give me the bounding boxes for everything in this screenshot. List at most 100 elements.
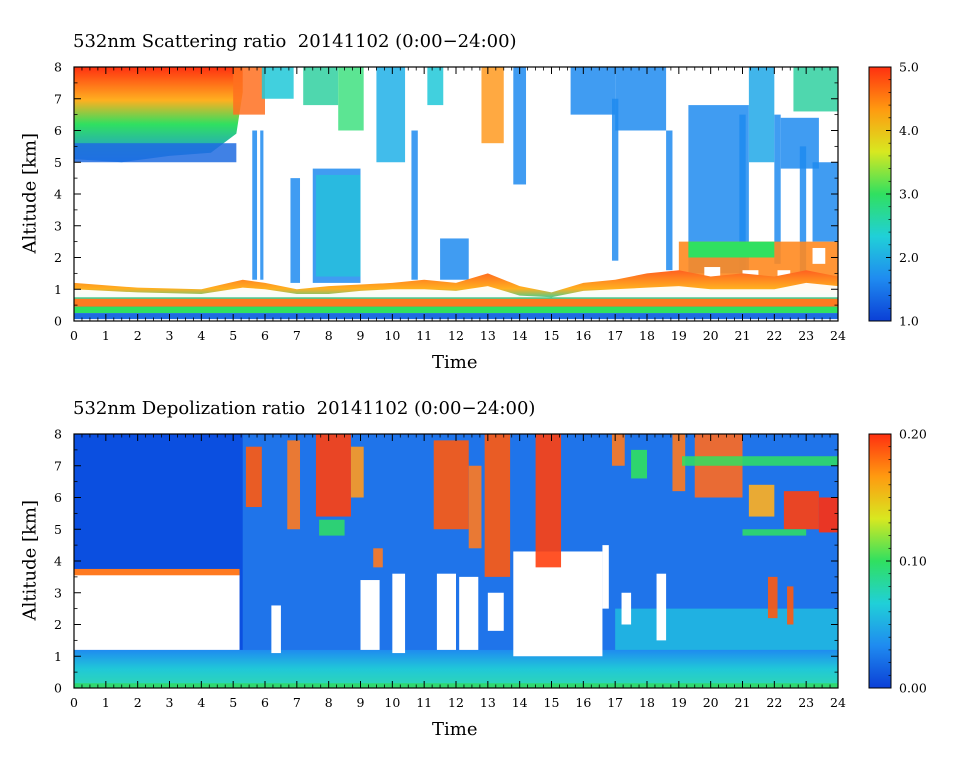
x-tick-label-depolarization: 12	[448, 695, 464, 710]
x-tick-label-scattering: 7	[293, 328, 301, 343]
cloud-column	[411, 130, 418, 280]
surface-layer-green	[74, 306, 838, 314]
y-tick-label-scattering: 2	[54, 250, 62, 265]
cloud-feature	[303, 67, 339, 106]
cloud-column	[440, 238, 469, 280]
depol-ice-feature	[350, 446, 364, 498]
y-tick-label-scattering: 0	[54, 314, 62, 329]
x-tick-label-scattering: 23	[798, 328, 814, 343]
x-axis-title-scattering: Time	[432, 352, 478, 373]
colorbar-tick-label-depolarization: 0.10	[899, 554, 927, 569]
x-tick-label-depolarization: 16	[575, 695, 591, 710]
cloud-feature-cirrus-base	[74, 143, 237, 163]
cloud-column	[774, 114, 781, 264]
y-tick-label-scattering: 5	[54, 155, 62, 170]
depol-ice-feature	[631, 449, 647, 479]
x-tick-label-depolarization: 11	[416, 695, 432, 710]
y-tick-label-depolarization: 2	[54, 617, 62, 632]
x-tick-label-scattering: 5	[229, 328, 237, 343]
depol-low-layer-late	[615, 608, 838, 650]
y-tick-label-scattering: 8	[54, 60, 62, 75]
y-tick-label-scattering: 3	[54, 218, 62, 233]
no-data-region	[487, 592, 504, 631]
y-tick-label-scattering: 7	[54, 91, 62, 106]
cloud-feature	[615, 67, 667, 131]
x-tick-label-scattering: 13	[480, 328, 496, 343]
cloud-column	[799, 146, 807, 274]
plot-area-depolarization	[74, 434, 838, 688]
cloud-feature	[481, 67, 504, 144]
cloud-feature	[793, 67, 838, 112]
x-tick-label-scattering: 20	[703, 328, 719, 343]
depol-ice-feature	[818, 497, 838, 533]
depol-ice-feature	[287, 440, 301, 530]
x-tick-label-depolarization: 23	[798, 695, 814, 710]
depol-ice-feature	[484, 434, 511, 577]
y-tick-label-scattering: 6	[54, 123, 62, 138]
x-tick-label-scattering: 4	[197, 328, 205, 343]
cloud-feature	[376, 67, 406, 163]
x-tick-label-depolarization: 6	[261, 695, 269, 710]
axes: 0 1 2 3 4 5 6 7 8 9 10 11 12 13 14 15 16 17 18 19 20 21 22 23 24…	[54, 60, 927, 711]
x-tick-label-depolarization: 4	[197, 695, 205, 710]
x-tick-label-scattering: 16	[575, 328, 591, 343]
y-tick-label-depolarization: 1	[54, 649, 62, 664]
x-tick-label-depolarization: 13	[480, 695, 496, 710]
x-tick-label-scattering: 0	[70, 328, 78, 343]
no-data-edge	[74, 568, 240, 576]
depol-fringe	[682, 456, 838, 466]
depol-ice-feature	[373, 548, 383, 568]
no-data-region	[436, 573, 456, 650]
no-data-region	[602, 545, 609, 609]
x-tick-label-depolarization: 10	[384, 695, 400, 710]
boundary-layer-gap	[74, 282, 838, 298]
x-tick-label-depolarization: 19	[671, 695, 687, 710]
cloud-column	[666, 130, 673, 271]
x-tick-label-depolarization: 15	[544, 695, 560, 710]
depol-ice-feature	[535, 434, 562, 568]
chart-title-depolarization: 532nm Depolization ratio 20141102 (0:00−…	[73, 398, 536, 419]
cloud-feature	[261, 67, 294, 99]
cloud-feature-cirrus	[74, 67, 243, 163]
cloud-feature-low-top	[688, 241, 775, 258]
no-data-region	[360, 580, 380, 650]
depol-ice-feature	[748, 484, 775, 517]
x-tick-label-scattering: 21	[735, 328, 751, 343]
x-tick-label-scattering: 9	[357, 328, 365, 343]
plot-area-scattering	[74, 67, 838, 321]
x-tick-label-scattering: 3	[166, 328, 174, 343]
x-tick-label-scattering: 19	[671, 328, 687, 343]
depol-ice-feature	[315, 434, 351, 517]
x-tick-label-scattering: 24	[830, 328, 846, 343]
x-tick-label-depolarization: 7	[293, 695, 301, 710]
x-tick-label-depolarization: 18	[639, 695, 655, 710]
colorbar-tick-label-scattering: 3.0	[899, 187, 919, 202]
no-data-region	[513, 551, 603, 657]
y-tick-label-depolarization: 6	[54, 490, 62, 505]
x-tick-label-scattering: 8	[325, 328, 333, 343]
x-tick-label-depolarization: 24	[830, 695, 846, 710]
y-tick-label-depolarization: 8	[54, 427, 62, 442]
x-tick-label-scattering: 18	[639, 328, 655, 343]
depol-ice-feature	[672, 434, 686, 492]
no-data-region	[271, 605, 281, 654]
x-tick-label-scattering: 10	[384, 328, 400, 343]
x-tick-label-depolarization: 21	[735, 695, 751, 710]
x-tick-label-depolarization: 9	[357, 695, 365, 710]
chart-title-scattering: 532nm Scattering ratio 20141102 (0:00−24…	[73, 31, 517, 52]
x-tick-label-depolarization: 17	[607, 695, 623, 710]
y-tick-label-depolarization: 7	[54, 458, 62, 473]
cloud-feature	[513, 67, 527, 185]
depol-ice-feature	[787, 586, 794, 625]
x-tick-label-depolarization: 3	[166, 695, 174, 710]
cloud-feature	[570, 67, 616, 115]
x-tick-label-depolarization: 14	[512, 695, 528, 710]
colorbar-tick-label-scattering: 2.0	[899, 250, 919, 265]
cloud-feature	[748, 67, 775, 163]
x-tick-label-scattering: 14	[512, 328, 528, 343]
x-tick-label-depolarization: 5	[229, 695, 237, 710]
no-data-region	[656, 573, 667, 641]
x-tick-label-scattering: 12	[448, 328, 464, 343]
depol-fringe	[742, 529, 807, 536]
